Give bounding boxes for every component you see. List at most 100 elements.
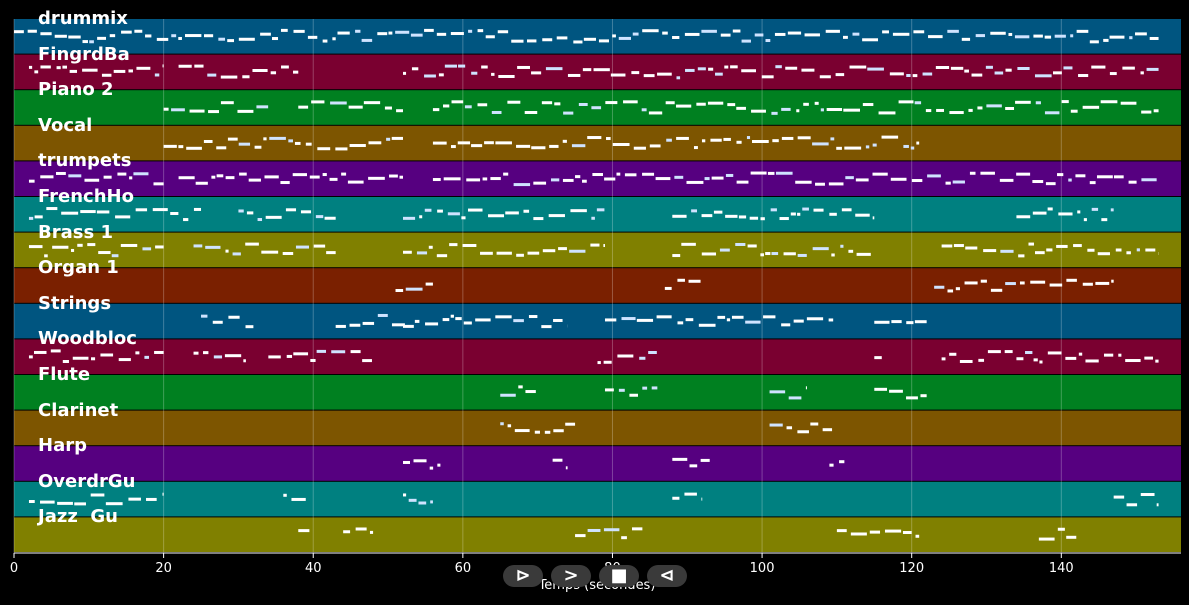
note xyxy=(825,29,840,33)
note xyxy=(388,31,393,35)
note xyxy=(389,174,398,178)
note xyxy=(411,67,419,71)
note xyxy=(563,111,574,115)
track-lane[interactable] xyxy=(14,410,1181,446)
note xyxy=(612,34,616,38)
note xyxy=(849,65,867,69)
track-lane[interactable] xyxy=(14,54,1181,90)
play-button[interactable]: ⊳ xyxy=(503,565,543,587)
note xyxy=(495,141,512,145)
note xyxy=(582,179,587,183)
note xyxy=(1082,105,1100,109)
note xyxy=(315,215,324,219)
note xyxy=(790,212,796,216)
note xyxy=(952,180,965,184)
note xyxy=(100,353,114,357)
note xyxy=(945,181,951,185)
note xyxy=(162,492,164,496)
track-lane[interactable] xyxy=(14,339,1181,374)
note xyxy=(28,65,33,69)
note xyxy=(691,209,698,213)
track-lane[interactable] xyxy=(14,197,1181,232)
note xyxy=(324,216,336,220)
note xyxy=(1063,66,1073,70)
note xyxy=(621,536,627,540)
note xyxy=(765,39,771,43)
note xyxy=(571,144,586,148)
note xyxy=(256,105,269,109)
note xyxy=(836,529,847,533)
note xyxy=(761,75,774,79)
note xyxy=(1089,181,1096,185)
forward-button[interactable]: > xyxy=(551,565,591,587)
note xyxy=(238,142,251,146)
note xyxy=(1109,72,1117,76)
note xyxy=(239,172,247,176)
note xyxy=(128,69,133,73)
track-lane[interactable] xyxy=(14,481,1181,517)
note xyxy=(1135,32,1147,36)
note xyxy=(632,527,643,531)
note xyxy=(362,359,372,363)
note xyxy=(442,318,450,322)
note xyxy=(872,172,888,176)
note xyxy=(987,350,1001,354)
note xyxy=(779,217,789,221)
note xyxy=(1089,40,1099,44)
note xyxy=(795,180,812,184)
note xyxy=(1153,109,1159,113)
note xyxy=(914,320,927,324)
track-label: drummix xyxy=(38,8,128,29)
note xyxy=(74,502,86,506)
track-lane[interactable] xyxy=(14,446,1181,481)
note xyxy=(558,247,567,251)
note xyxy=(985,65,993,69)
note xyxy=(1096,175,1113,179)
track-lane[interactable] xyxy=(14,161,1181,196)
track-lane[interactable] xyxy=(14,268,1181,303)
note xyxy=(953,244,964,248)
note xyxy=(750,171,767,175)
stop-button[interactable]: ■ xyxy=(599,565,639,587)
note xyxy=(128,497,141,501)
note xyxy=(804,33,820,37)
note xyxy=(497,30,509,34)
note xyxy=(98,251,111,255)
note xyxy=(505,211,519,215)
note xyxy=(1118,353,1122,357)
note xyxy=(1005,106,1015,110)
track-lane[interactable] xyxy=(14,125,1181,161)
note xyxy=(89,40,94,44)
note xyxy=(305,142,312,146)
note xyxy=(361,38,373,42)
note xyxy=(528,315,538,319)
track-lane[interactable] xyxy=(14,375,1181,410)
note xyxy=(736,106,746,110)
note xyxy=(642,172,655,176)
note xyxy=(133,172,149,176)
note xyxy=(775,65,782,69)
note xyxy=(485,35,495,39)
note xyxy=(418,501,427,505)
note xyxy=(34,215,43,219)
track-lane[interactable] xyxy=(14,303,1181,339)
note xyxy=(892,32,910,36)
note xyxy=(430,500,433,504)
note xyxy=(118,358,131,362)
note xyxy=(183,218,189,222)
rewind-button[interactable]: ⊲ xyxy=(647,565,687,587)
note xyxy=(642,29,659,33)
note xyxy=(999,178,1014,182)
note xyxy=(245,242,259,246)
note xyxy=(717,315,726,319)
note xyxy=(475,318,491,322)
note xyxy=(403,324,414,328)
note xyxy=(947,29,959,33)
note xyxy=(569,249,586,253)
note xyxy=(237,109,254,113)
note xyxy=(154,350,164,354)
track-lane[interactable] xyxy=(14,517,1181,552)
note xyxy=(836,146,842,150)
track-label: trumpets xyxy=(38,150,132,172)
